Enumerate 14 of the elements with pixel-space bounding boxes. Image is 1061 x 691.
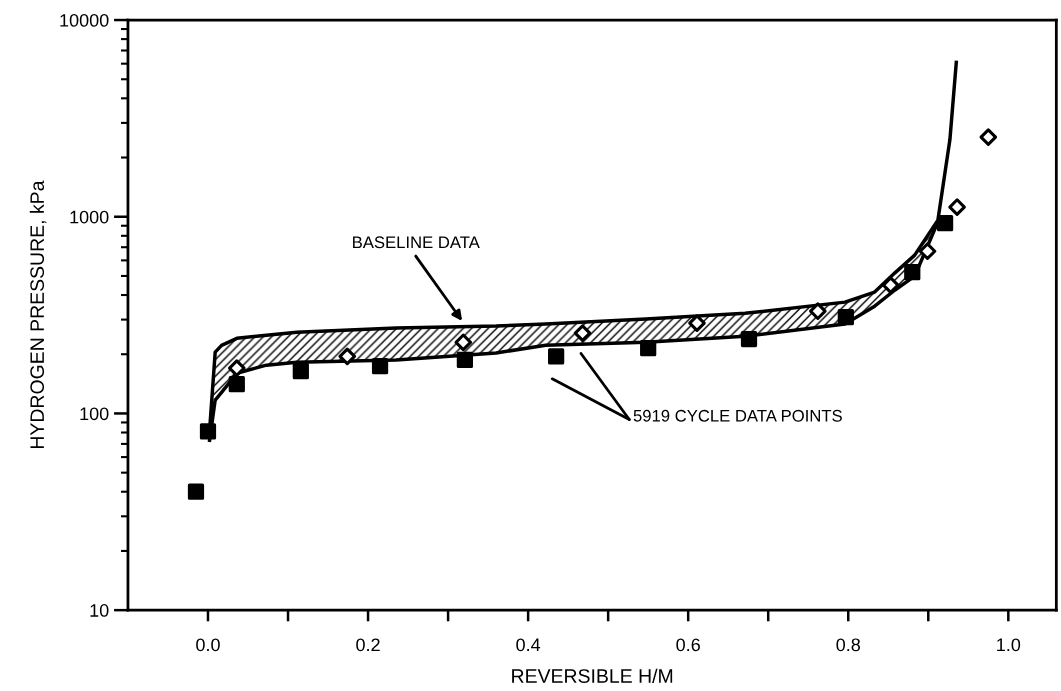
x-tick-label: 0.0 [196,638,220,652]
x-tick-label: 0.8 [836,638,861,652]
x-tick-label: 1.0 [997,638,1021,652]
x-axis-title: REVERSIBLE H/M [512,668,673,683]
y-tick-label: 1000 [70,210,109,224]
x-tick-label: 0.6 [676,638,700,652]
annotation: BASELINE DATA [353,236,480,249]
y-axis-title: HYDROGEN PRESSURE, kPa [29,180,47,449]
x-tick-label: 0.2 [356,638,380,652]
y-tick-label: 10000 [60,13,109,27]
x-tick-label: 0.4 [516,638,541,652]
annotation: 5919 CYCLE DATA POINTS [633,409,842,422]
y-tick-label: 10 [90,604,109,617]
y-tick-label: 100 [80,407,109,421]
